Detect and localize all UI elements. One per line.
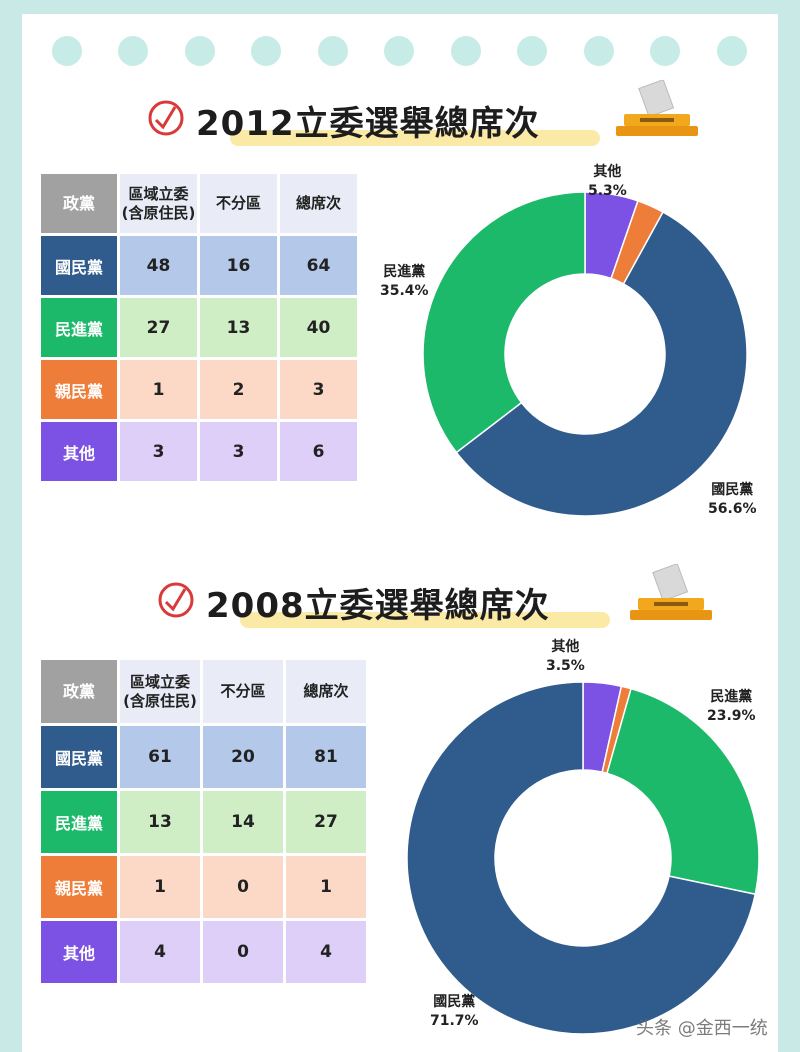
seat-value-cell: 14 — [203, 791, 283, 853]
table-header: 總席次 — [286, 660, 366, 723]
table-row: 國民黨 48 16 64 — [41, 236, 357, 295]
donut-slice-1-2 — [606, 687, 760, 896]
table-row: 國民黨 61 20 81 — [41, 726, 366, 788]
table-row: 親民黨 1 2 3 — [41, 360, 357, 419]
table-header: 總席次 — [280, 174, 357, 233]
label-dpp-2008: 民進黨 23.9% — [707, 689, 756, 724]
decorative-dot — [584, 36, 614, 66]
table-header: 區域立委 (含原住民) — [120, 174, 197, 233]
party-name-cell: 親民黨 — [41, 856, 117, 918]
party-name-cell: 親民黨 — [41, 360, 117, 419]
seat-value-cell: 2 — [200, 360, 277, 419]
seat-value-cell: 27 — [120, 298, 197, 357]
decorative-dot — [52, 36, 82, 66]
seat-value-cell: 20 — [203, 726, 283, 788]
donut-slice-1-3 — [406, 681, 757, 1035]
seat-value-cell: 3 — [280, 360, 357, 419]
section-title-2012: 2012立委選舉總席次 — [0, 80, 800, 152]
table-header: 政黨 — [41, 174, 117, 233]
party-name-cell: 民進黨 — [41, 298, 117, 357]
table-header: 政黨 — [41, 660, 117, 723]
seat-value-cell: 6 — [280, 422, 357, 481]
table-row: 民進黨 27 13 40 — [41, 298, 357, 357]
seat-value-cell: 4 — [286, 921, 366, 983]
watermark: 头条 @金西一统 — [636, 1018, 768, 1039]
seat-value-cell: 16 — [200, 236, 277, 295]
seat-value-cell: 0 — [203, 856, 283, 918]
seat-value-cell: 4 — [120, 921, 200, 983]
donut-slice-0-2 — [455, 211, 748, 517]
seat-value-cell: 40 — [280, 298, 357, 357]
label-kmt-2008: 國民黨 71.7% — [430, 994, 479, 1029]
seat-value-cell: 3 — [200, 422, 277, 481]
donut-chart-2008 — [406, 681, 760, 1035]
table-row: 其他 3 3 6 — [41, 422, 357, 481]
party-name-cell: 國民黨 — [41, 236, 117, 295]
page-title: 2012立委選舉總席次 — [196, 104, 540, 144]
seat-value-cell: 48 — [120, 236, 197, 295]
table-header: 不分區 — [200, 174, 277, 233]
ballot-check-icon — [158, 582, 194, 618]
seat-table-2008: 政黨 區域立委 (含原住民) 不分區 總席次 國民黨 61 20 81 民進黨 13 14 27 親民黨… — [38, 657, 369, 986]
table-header: 區域立委 (含原住民) — [120, 660, 200, 723]
page-title: 2008立委選舉總席次 — [206, 586, 550, 626]
section-title-2008: 2008立委選舉總席次 — [0, 564, 800, 634]
decorative-dot — [650, 36, 680, 66]
seat-value-cell: 3 — [120, 422, 197, 481]
decorative-dot — [384, 36, 414, 66]
seat-value-cell: 13 — [200, 298, 277, 357]
decorative-dots — [22, 36, 778, 66]
decorative-dot — [118, 36, 148, 66]
seat-value-cell: 27 — [286, 791, 366, 853]
decorative-dot — [717, 36, 747, 66]
seat-value-cell: 13 — [120, 791, 200, 853]
label-kmt-2012: 國民黨 56.6% — [708, 482, 757, 517]
decorative-dot — [451, 36, 481, 66]
seat-value-cell: 1 — [286, 856, 366, 918]
table-row: 其他 4 0 4 — [41, 921, 366, 983]
seat-value-cell: 1 — [120, 360, 197, 419]
decorative-dot — [185, 36, 215, 66]
seat-value-cell: 81 — [286, 726, 366, 788]
label-other-2012: 其他 5.3% — [588, 164, 627, 199]
ballot-box-icon — [630, 564, 712, 620]
seat-value-cell: 1 — [120, 856, 200, 918]
table-row: 民進黨 13 14 27 — [41, 791, 366, 853]
donut-chart-2012 — [422, 191, 748, 517]
seat-table-2012: 政黨 區域立委 (含原住民) 不分區 總席次 國民黨 48 16 64 民進黨 27 13 40 親民黨… — [38, 171, 360, 484]
ballot-box-icon — [616, 80, 698, 136]
seat-value-cell: 61 — [120, 726, 200, 788]
seat-value-cell: 64 — [280, 236, 357, 295]
label-dpp-2012: 民進黨 35.4% — [380, 264, 429, 299]
decorative-dot — [318, 36, 348, 66]
table-header: 不分區 — [203, 660, 283, 723]
decorative-dot — [517, 36, 547, 66]
decorative-dot — [251, 36, 281, 66]
party-name-cell: 國民黨 — [41, 726, 117, 788]
table-row: 親民黨 1 0 1 — [41, 856, 366, 918]
ballot-check-icon — [148, 100, 184, 136]
party-name-cell: 民進黨 — [41, 791, 117, 853]
label-other-2008: 其他 3.5% — [546, 639, 585, 674]
party-name-cell: 其他 — [41, 921, 117, 983]
party-name-cell: 其他 — [41, 422, 117, 481]
seat-value-cell: 0 — [203, 921, 283, 983]
donut-slice-0-3 — [422, 191, 586, 454]
